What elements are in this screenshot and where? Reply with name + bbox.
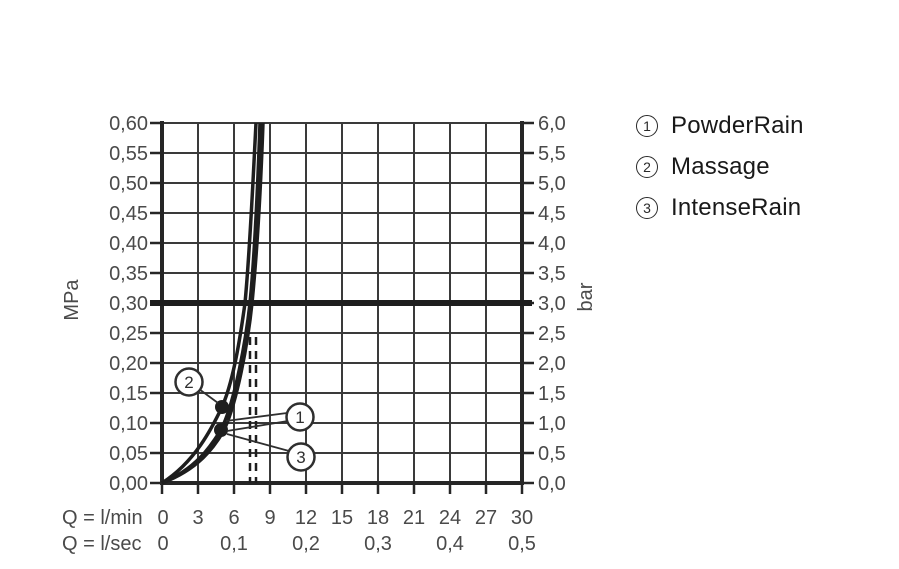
x-lmin-tick-label: 18 (367, 507, 389, 529)
y-left-tick-label: 0,20 (109, 353, 148, 375)
x-lmin-tick-label: 0 (157, 507, 168, 529)
curve-massage (161, 122, 258, 485)
legend-label-powderrain: PowderRain (671, 112, 804, 139)
y-right-tick-label: 0,5 (538, 443, 566, 465)
y-right-tick-label: 5,5 (538, 143, 566, 165)
y-left-tick-label: 0,30 (109, 293, 148, 315)
y-left-tick-label: 0,05 (109, 443, 148, 465)
callout-leader-lines (198, 388, 290, 452)
x-lmin-tick-label: 3 (192, 507, 203, 529)
data-point-massage (215, 400, 229, 414)
legend-item-powderrain: 1 PowderRain (636, 112, 804, 140)
data-point-powder-intense (214, 423, 228, 437)
x-lsec-tick-label: 0 (157, 533, 168, 555)
x-axis-lsec-labels: 0 0,1 0,2 0,3 0,4 0,5 (157, 533, 535, 555)
callout-bubbles: 2 1 3 (174, 367, 316, 472)
x-axis-lmin-unit: Q = l/min (62, 507, 143, 529)
y-right-tick-label: 2,0 (538, 353, 566, 375)
legend-label-massage: Massage (671, 153, 770, 180)
legend-item-intenserain: 3 IntenseRain (636, 194, 804, 222)
y-left-tick-label: 0,15 (109, 383, 148, 405)
y-left-tick-label: 0,40 (109, 233, 148, 255)
y-right-tick-label: 5,0 (538, 173, 566, 195)
x-lmin-tick-label: 21 (403, 507, 425, 529)
x-axis-lmin-labels: 0 3 6 9 12 15 18 21 24 27 30 (157, 507, 533, 529)
x-lmin-tick-label: 9 (264, 507, 275, 529)
y-left-tick-label: 0,55 (109, 143, 148, 165)
y-right-tick-label: 1,5 (538, 383, 566, 405)
y-right-tick-label: 6,0 (538, 113, 566, 135)
x-lmin-tick-label: 12 (295, 507, 317, 529)
legend-marker-3: 3 (636, 197, 658, 219)
legend-label-intenserain: IntenseRain (671, 194, 802, 221)
legend-marker-2: 2 (636, 156, 658, 178)
callout-circle-2 (174, 367, 204, 397)
legend-marker-1: 1 (636, 115, 658, 137)
y-left-tick-label: 0,00 (109, 473, 148, 495)
data-points (214, 400, 229, 437)
curve-intenserain (161, 122, 265, 485)
y-axis-left-labels: 0,60 0,55 0,50 0,45 0,40 0,35 0,30 0,25 … (109, 113, 148, 495)
y-left-tick-label: 0,45 (109, 203, 148, 225)
y-right-tick-label: 0,0 (538, 473, 566, 495)
y-right-tick-label: 3,5 (538, 263, 566, 285)
x-lmin-tick-label: 24 (439, 507, 461, 529)
y-right-tick-label: 1,0 (538, 413, 566, 435)
callout-label-1: 1 (295, 408, 304, 427)
y-right-tick-label: 2,5 (538, 323, 566, 345)
x-axis-lsec-unit: Q = l/sec (62, 533, 141, 555)
x-lsec-tick-label: 0,3 (364, 533, 392, 555)
callout-label-2: 2 (184, 373, 193, 392)
callout-circle-3 (286, 442, 316, 472)
legend-item-massage: 2 Massage (636, 153, 804, 181)
y-left-tick-label: 0,50 (109, 173, 148, 195)
y-right-tick-label: 4,5 (538, 203, 566, 225)
curve-powderrain (161, 122, 262, 485)
callout-circle-1 (285, 402, 315, 432)
callout-label-3: 3 (296, 448, 305, 467)
x-lsec-tick-label: 0,5 (508, 533, 536, 555)
x-lmin-tick-label: 30 (511, 507, 533, 529)
x-lsec-tick-label: 0,4 (436, 533, 464, 555)
x-lsec-tick-label: 0,2 (292, 533, 320, 555)
x-lmin-tick-label: 6 (228, 507, 239, 529)
y-right-tick-label: 4,0 (538, 233, 566, 255)
dashed-guide-lines (248, 337, 258, 483)
y-left-tick-label: 0,35 (109, 263, 148, 285)
y-left-tick-label: 0,10 (109, 413, 148, 435)
flow-curves (161, 122, 265, 485)
y-left-tick-label: 0,25 (109, 323, 148, 345)
x-lmin-tick-label: 15 (331, 507, 353, 529)
x-lmin-tick-label: 27 (475, 507, 497, 529)
x-lsec-tick-label: 0,1 (220, 533, 248, 555)
y-axis-left-unit: MPa (61, 279, 83, 321)
y-axis-right-unit: bar (575, 282, 597, 311)
legend: 1 PowderRain 2 Massage 3 IntenseRain (636, 112, 804, 222)
y-left-tick-label: 0,60 (109, 113, 148, 135)
y-right-tick-label: 3,0 (538, 293, 566, 315)
y-axis-right-labels: 6,0 5,5 5,0 4,5 4,0 3,5 3,0 2,5 2,0 1,5 … (538, 113, 566, 495)
